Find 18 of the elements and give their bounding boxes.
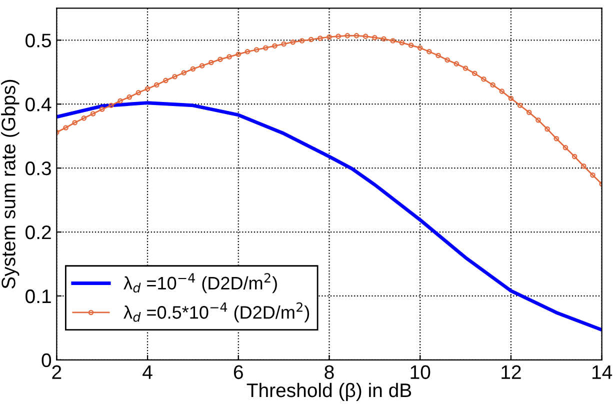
y-tick-label: 0.1	[26, 289, 51, 304]
line-series	[56, 101, 602, 332]
legend-label: λ$_{d}$ =10$^{−4}$ (D2D/m$^{2}$)	[124, 273, 277, 294]
x-tick-label: 2	[52, 365, 62, 379]
y-tick-label: 0.5	[26, 34, 51, 48]
y-tick-label: 0	[42, 353, 52, 368]
x-tick-label: 12	[502, 365, 521, 379]
x-tick-label: 14	[592, 365, 612, 379]
x-tick-label: 8	[324, 365, 334, 380]
x-tick-label: 4	[142, 365, 152, 379]
legend-label: λ$_{d}$ =0.5*10$^{−4}$ (D2D/m$^{2}$)	[124, 302, 310, 322]
x-tick-label: 10	[410, 365, 430, 380]
y-tick-label: 0.4	[26, 98, 52, 112]
y-tick-label: 0.3	[26, 162, 51, 176]
y-tick-label: 0.2	[26, 225, 51, 240]
x-axis-title: Threshold (β) in dB	[246, 382, 412, 402]
y-axis-title: System sum rate (Gbps)	[1, 80, 20, 289]
x-tick-label: 6	[234, 365, 243, 380]
